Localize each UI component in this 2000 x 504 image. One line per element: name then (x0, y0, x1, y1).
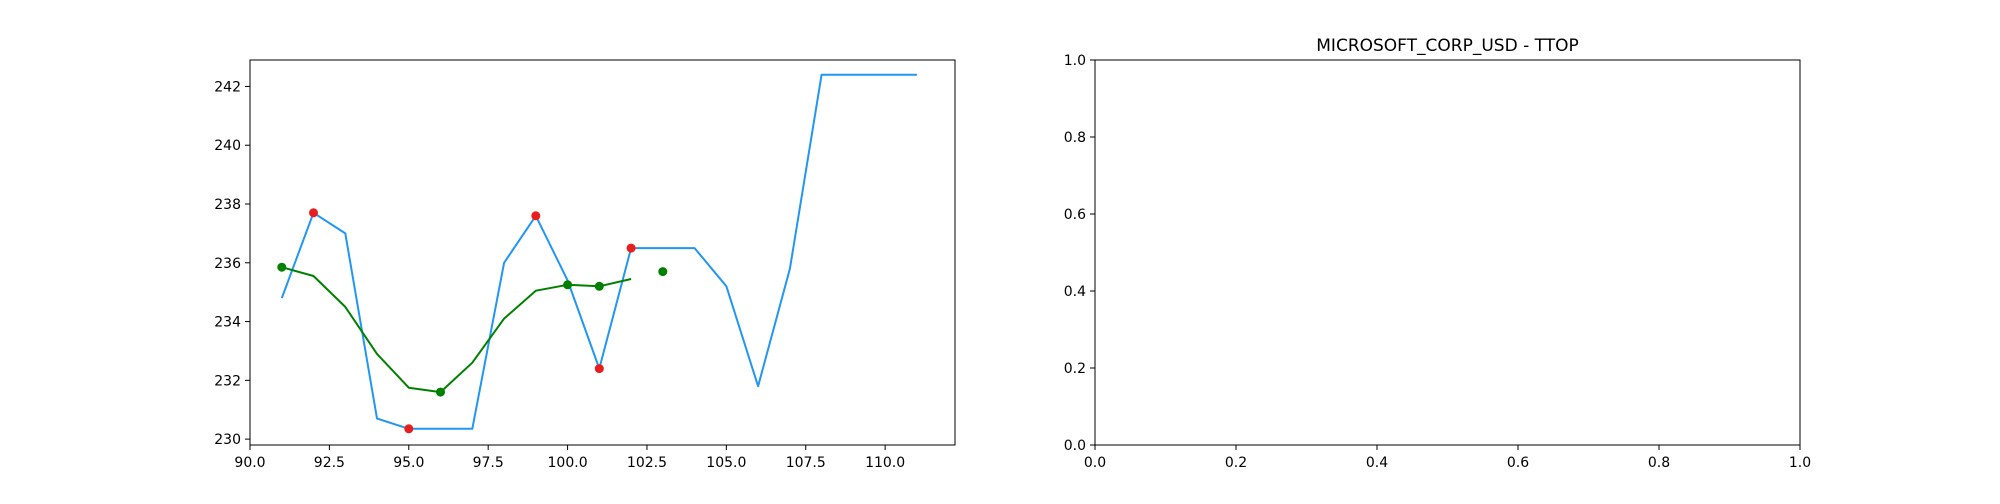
price-chart-x-tick-label: 105.0 (706, 455, 746, 471)
price-chart-y-tick-label: 240 (214, 138, 241, 154)
ttop-chart-x-tick-label: 0.4 (1366, 455, 1388, 471)
ttop-chart: 0.0 0.2 0.4 0.6 0.8 1.0 0.0 0.2 0.4 0.6 0.8 1.0 MI… (1064, 36, 1811, 471)
ttop-chart-x-tick-label: 0.2 (1225, 455, 1247, 471)
ttop-chart-x-axis: 0.0 0.2 0.4 0.6 0.8 1.0 (1084, 445, 1811, 471)
price-chart: 90.0 92.5 95.0 97.5 100.0 102.5 105.0 107.5 110.… (214, 59, 956, 471)
price-chart-y-tick-label: 232 (214, 373, 241, 389)
price-chart-point-2-4 (626, 243, 636, 253)
ttop-chart-title: MICROSOFT_CORP_USD - TTOP (1316, 36, 1578, 56)
price-chart-point-2-3 (594, 364, 604, 374)
price-chart-point-2-1 (404, 424, 414, 434)
price-chart-point-3-4 (658, 267, 668, 277)
price-chart-point-3-2 (563, 280, 573, 290)
ttop-chart-y-tick-label: 0.6 (1064, 207, 1086, 223)
price-chart-y-tick-label: 242 (214, 79, 241, 95)
ttop-chart-plot-frame (1094, 59, 1801, 446)
price-chart-series-line-1 (281, 266, 632, 394)
price-chart-x-tick-label: 97.5 (473, 455, 504, 471)
price-chart-series (277, 73, 917, 434)
price-chart-y-axis: 230 232 234 236 238 240 242 (214, 79, 250, 448)
price-chart-plot-frame (249, 59, 956, 446)
ttop-chart-y-tick-label: 1.0 (1064, 53, 1086, 69)
ttop-chart-y-tick-label: 0.2 (1064, 361, 1086, 377)
price-chart-x-tick-label: 100.0 (548, 455, 588, 471)
price-chart-x-axis: 90.0 92.5 95.0 97.5 100.0 102.5 105.0 107.5 110.… (234, 445, 905, 471)
price-chart-y-tick-label: 236 (214, 256, 241, 272)
price-chart-y-tick-label: 238 (214, 197, 241, 213)
price-chart-x-tick-label: 107.5 (786, 455, 826, 471)
ttop-chart-x-tick-label: 0.8 (1648, 455, 1670, 471)
ttop-chart-y-tick-label: 0.4 (1064, 284, 1086, 300)
ttop-chart-x-tick-label: 1.0 (1789, 455, 1811, 471)
price-chart-x-tick-label: 90.0 (234, 455, 265, 471)
ttop-chart-x-tick-label: 0.0 (1084, 455, 1106, 471)
ttop-chart-y-tick-label: 0.0 (1064, 438, 1086, 454)
ttop-chart-y-axis: 0.0 0.2 0.4 0.6 0.8 1.0 (1064, 53, 1095, 454)
price-chart-y-tick-label: 234 (214, 315, 241, 331)
ttop-chart-y-tick-label: 0.8 (1064, 130, 1086, 146)
price-chart-x-tick-label: 95.0 (393, 455, 424, 471)
price-chart-point-3-0 (277, 262, 287, 272)
price-chart-point-3-3 (594, 281, 604, 291)
price-chart-y-tick-label: 230 (214, 432, 241, 448)
price-chart-point-3-1 (436, 387, 445, 397)
price-chart-x-tick-label: 102.5 (627, 455, 667, 471)
price-chart-x-tick-label: 92.5 (314, 455, 345, 471)
price-chart-point-2-0 (309, 208, 318, 218)
price-chart-point-2-2 (531, 211, 541, 221)
ttop-chart-x-tick-label: 0.6 (1507, 455, 1529, 471)
price-chart-x-tick-label: 110.0 (865, 455, 905, 471)
